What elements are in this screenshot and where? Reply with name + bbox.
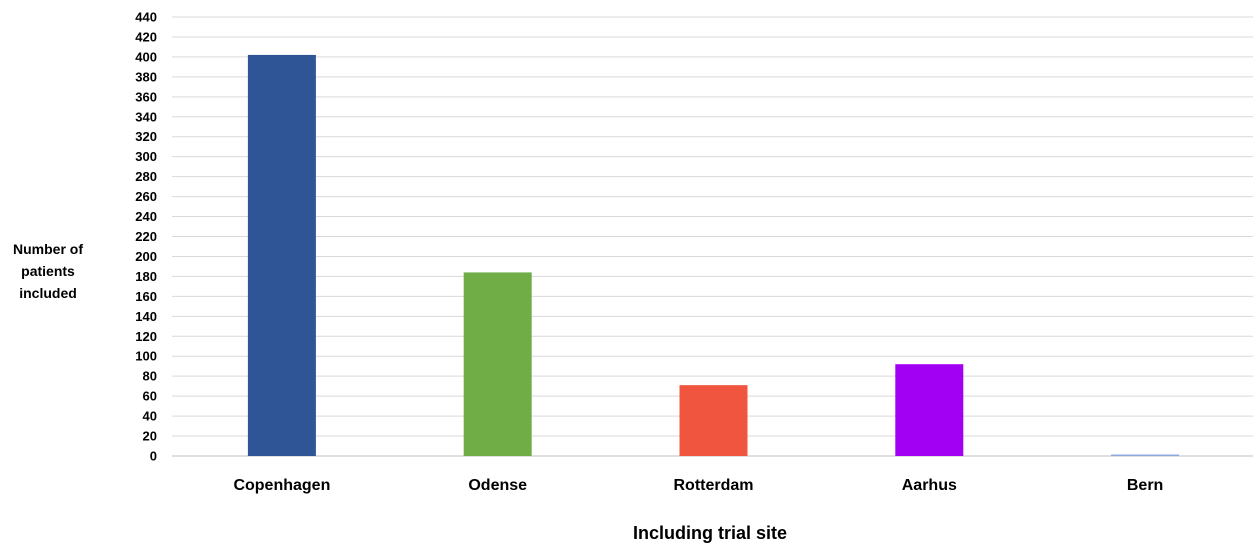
y-tick-label: 0: [150, 449, 157, 464]
y-axis-label: Number of patients included: [0, 238, 96, 304]
y-tick-label: 320: [135, 129, 157, 144]
y-tick-label: 440: [135, 10, 157, 25]
gridlines: [172, 16, 1253, 457]
x-axis-label: Including trial site: [632, 523, 788, 543]
x-tick-label-rotterdam: Rotterdam: [673, 477, 753, 494]
y-tick-label: 220: [135, 229, 157, 244]
y-tick-label: 120: [135, 329, 157, 344]
x-tick-label-bern: Bern: [1127, 477, 1163, 494]
y-tick-label: 300: [135, 149, 157, 164]
y-tick-label: 420: [135, 29, 157, 44]
x-tick-label-aarhus: Aarhus: [902, 477, 957, 494]
y-axis-label-line-1: Number of: [13, 241, 83, 257]
y-tick-label: 200: [135, 249, 157, 264]
y-tick-label: 100: [135, 349, 157, 364]
y-tick-label: 240: [135, 209, 157, 224]
y-tick-label: 360: [135, 89, 157, 104]
bar-odense: [463, 272, 532, 456]
bars: [247, 54, 1180, 456]
bar-bern: [1111, 454, 1180, 456]
y-tick-label: 180: [135, 269, 157, 284]
y-tick-label: 400: [135, 49, 157, 64]
y-tick-label: 160: [135, 289, 157, 304]
y-axis-label-line-2: patients: [21, 263, 75, 279]
y-tick-label: 60: [143, 389, 157, 404]
y-tick-label: 260: [135, 189, 157, 204]
x-tick-label-copenhagen: Copenhagen: [233, 477, 330, 494]
y-tick-label: 340: [135, 109, 157, 124]
x-tick-label-odense: Odense: [468, 477, 527, 494]
x-axis-categories: Copenhagen Odense Rotterdam Aarhus Bern: [233, 477, 1163, 494]
y-tick-label: 380: [135, 69, 157, 84]
y-tick-label: 280: [135, 169, 157, 184]
bar-copenhagen: [247, 54, 316, 456]
y-axis-label-line-3: included: [19, 285, 77, 301]
bar-aarhus: [895, 364, 964, 456]
y-tick-label: 40: [143, 409, 157, 424]
y-tick-label: 140: [135, 309, 157, 324]
y-tick-label: 80: [143, 369, 157, 384]
y-tick-label: 20: [143, 429, 157, 444]
bar-rotterdam: [679, 385, 748, 456]
y-axis-ticks: 0 20 40 60 80 100 120 140 160 180 200 220 240 260 280 3…: [135, 10, 157, 464]
